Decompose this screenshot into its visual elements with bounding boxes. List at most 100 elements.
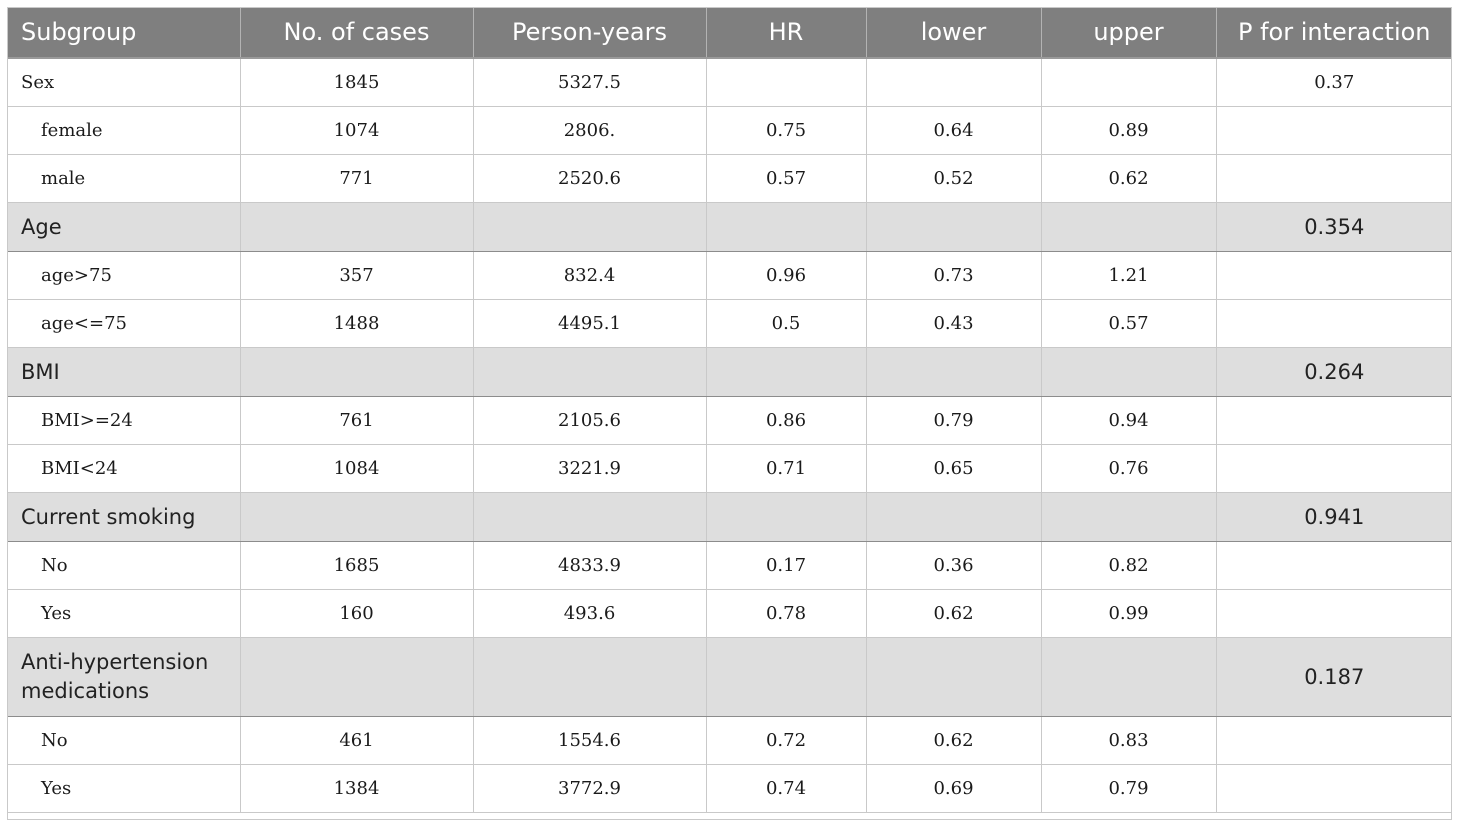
header-p-for-interaction: P for interaction	[1216, 7, 1452, 59]
cell-p-interaction: 0.187	[1216, 637, 1452, 717]
cell-person-years: 2520.6	[473, 154, 707, 203]
cell-p-interaction: 0.941	[1216, 492, 1452, 542]
cell-upper: 0.76	[1041, 444, 1217, 493]
cell-hr: 0.5	[706, 299, 867, 348]
cell-lower	[866, 58, 1042, 107]
cell-upper: 0.57	[1041, 299, 1217, 348]
cell-subgroup: No	[7, 716, 241, 765]
table-row: age<=75 1488 4495.1 0.5 0.43 0.57	[7, 299, 1452, 348]
cell-cases: 1845	[240, 58, 474, 107]
cell-upper	[1041, 492, 1217, 542]
cell-cases	[240, 347, 474, 397]
cell-subgroup: Yes	[7, 764, 241, 813]
cell-p-interaction: 0.37	[1216, 58, 1452, 107]
cell-cases: 771	[240, 154, 474, 203]
cell-subgroup: Current smoking	[7, 492, 241, 542]
cell-person-years	[473, 347, 707, 397]
cell-hr: 0.75	[706, 106, 867, 155]
cell-cases: 1488	[240, 299, 474, 348]
cell-p-interaction	[1216, 444, 1452, 493]
table-row: Yes 160 493.6 0.78 0.62 0.99	[7, 589, 1452, 638]
cell-hr	[706, 347, 867, 397]
cell-lower: 0.43	[866, 299, 1042, 348]
cell-cases: 1084	[240, 444, 474, 493]
cell-lower: 0.79	[866, 396, 1042, 445]
cell-cases: 1074	[240, 106, 474, 155]
cell-p-interaction	[1216, 396, 1452, 445]
cell-p-interaction: 0.264	[1216, 347, 1452, 397]
cell-subgroup: male	[7, 154, 241, 203]
cell-lower	[866, 202, 1042, 252]
cell-cases: 461	[240, 716, 474, 765]
cell-p-interaction	[1216, 589, 1452, 638]
cell-hr: 0.71	[706, 444, 867, 493]
table-body: Sex 1845 5327.5 0.37 female 1074 2806. 0.75 0.64…	[7, 58, 1452, 813]
table-row: No 461 1554.6 0.72 0.62 0.83	[7, 716, 1452, 765]
header-hr: HR	[706, 7, 867, 59]
cell-subgroup: Sex	[7, 58, 241, 107]
cell-upper: 0.79	[1041, 764, 1217, 813]
cell-p-interaction	[1216, 541, 1452, 590]
cell-hr: 0.17	[706, 541, 867, 590]
cell-subgroup: Yes	[7, 589, 241, 638]
cell-upper: 0.99	[1041, 589, 1217, 638]
cell-upper: 1.21	[1041, 251, 1217, 300]
cell-hr	[706, 58, 867, 107]
cell-person-years: 5327.5	[473, 58, 707, 107]
cell-subgroup: female	[7, 106, 241, 155]
cell-lower: 0.52	[866, 154, 1042, 203]
cell-person-years: 493.6	[473, 589, 707, 638]
cell-lower: 0.36	[866, 541, 1042, 590]
cell-p-interaction	[1216, 251, 1452, 300]
header-upper: upper	[1041, 7, 1217, 59]
table-row: Current smoking 0.941	[7, 492, 1452, 542]
cell-cases: 160	[240, 589, 474, 638]
cell-upper	[1041, 637, 1217, 717]
cell-hr: 0.74	[706, 764, 867, 813]
cell-cases	[240, 492, 474, 542]
cell-lower: 0.65	[866, 444, 1042, 493]
cell-p-interaction	[1216, 106, 1452, 155]
cell-p-interaction	[1216, 299, 1452, 348]
cell-upper: 0.89	[1041, 106, 1217, 155]
subgroup-hr-table: Subgroup No. of cases Person-years HR lo…	[7, 7, 1452, 813]
table-header: Subgroup No. of cases Person-years HR lo…	[7, 7, 1452, 59]
cell-subgroup: BMI	[7, 347, 241, 397]
cell-upper	[1041, 202, 1217, 252]
table-row: No 1685 4833.9 0.17 0.36 0.82	[7, 541, 1452, 590]
cell-person-years	[473, 492, 707, 542]
cell-upper	[1041, 347, 1217, 397]
cell-person-years: 2105.6	[473, 396, 707, 445]
cell-subgroup: Age	[7, 202, 241, 252]
cell-person-years	[473, 637, 707, 717]
table-row: Sex 1845 5327.5 0.37	[7, 58, 1452, 107]
cell-lower: 0.73	[866, 251, 1042, 300]
table-row: BMI 0.264	[7, 347, 1452, 397]
table-row: BMI>=24 761 2105.6 0.86 0.79 0.94	[7, 396, 1452, 445]
table-row: BMI<24 1084 3221.9 0.71 0.65 0.76	[7, 444, 1452, 493]
cell-upper: 0.94	[1041, 396, 1217, 445]
cell-p-interaction: 0.354	[1216, 202, 1452, 252]
cell-hr	[706, 492, 867, 542]
table-row: male 771 2520.6 0.57 0.52 0.62	[7, 154, 1452, 203]
cell-hr: 0.86	[706, 396, 867, 445]
cell-subgroup: age<=75	[7, 299, 241, 348]
cell-person-years: 832.4	[473, 251, 707, 300]
cell-upper	[1041, 58, 1217, 107]
cell-lower	[866, 637, 1042, 717]
header-person-years: Person-years	[473, 7, 707, 59]
cell-upper: 0.82	[1041, 541, 1217, 590]
cell-cases	[240, 637, 474, 717]
header-row: Subgroup No. of cases Person-years HR lo…	[7, 7, 1452, 59]
cell-person-years: 1554.6	[473, 716, 707, 765]
header-subgroup: Subgroup	[7, 7, 241, 59]
header-no-of-cases: No. of cases	[240, 7, 474, 59]
cell-cases: 357	[240, 251, 474, 300]
cell-lower: 0.62	[866, 716, 1042, 765]
cell-p-interaction	[1216, 716, 1452, 765]
table-row: Age 0.354	[7, 202, 1452, 252]
cell-person-years: 4495.1	[473, 299, 707, 348]
cell-p-interaction	[1216, 154, 1452, 203]
cell-person-years: 2806.	[473, 106, 707, 155]
cell-subgroup: BMI<24	[7, 444, 241, 493]
